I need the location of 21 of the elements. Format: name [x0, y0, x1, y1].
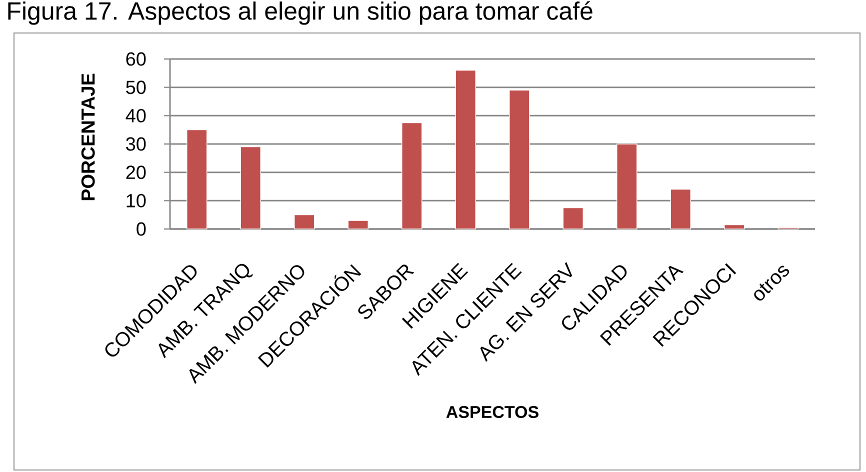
y-tick-label: 0	[136, 222, 146, 236]
y-tick-label: 10	[126, 194, 146, 208]
bar	[562, 207, 584, 230]
y-tick-label: 50	[126, 80, 146, 94]
bar	[724, 224, 745, 230]
y-axis-title: PORCENTAJE	[81, 74, 95, 200]
y-tick-label: 40	[126, 108, 146, 122]
bar	[186, 129, 208, 230]
bar	[616, 144, 638, 230]
bar	[455, 70, 476, 230]
y-tick-label: 20	[126, 166, 146, 180]
bar	[402, 122, 422, 230]
bar	[294, 214, 315, 230]
bar	[509, 90, 530, 230]
bar	[670, 188, 691, 230]
chart-title: Figura 17. Aspectos al elegir un sitio para tomar café	[8, 1, 592, 25]
x-axis-title: ASPECTOS	[446, 406, 538, 418]
bar	[240, 146, 261, 230]
y-tick-label: 30	[126, 137, 146, 151]
bar	[348, 220, 368, 230]
y-tick-label: 60	[126, 52, 146, 66]
